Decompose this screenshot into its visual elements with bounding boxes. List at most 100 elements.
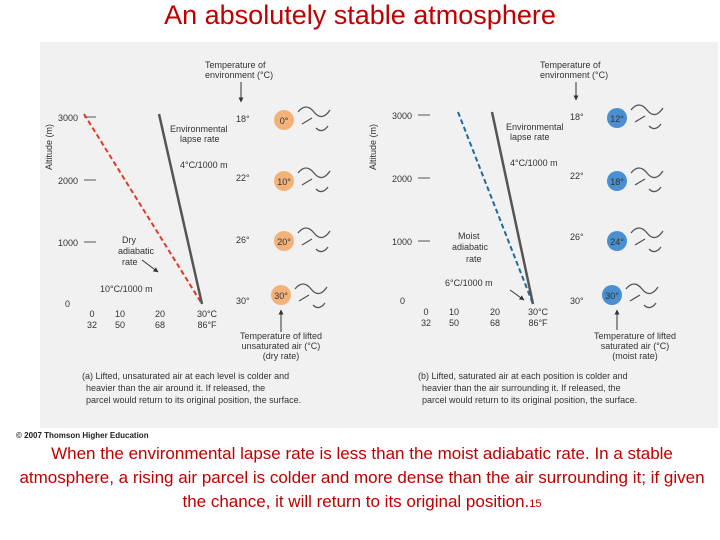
panel-a-xtick-c: 20 [155,309,165,319]
panel-b-xtick-f: 32 [421,318,431,328]
panel-a-rate-label: Dry [122,235,136,245]
panel-b-air-parcel [602,285,622,305]
panel-b-env-temp: 22° [570,171,584,181]
panel-a: Altitude (m) 3000 2000 1000 0 0 10 20 30… [44,60,331,405]
panel-a-ytick-label: 3000 [58,113,78,123]
panel-a-dry-adiabatic-line [83,113,203,305]
panel-a-air-parcel [274,171,294,191]
slide-caption: When the environmental lapse rate is les… [14,442,710,516]
panel-b-env-rate-label: lapse rate [510,132,550,142]
panel-a-wind-swirl-icon [297,227,331,253]
caption-text: When the environmental lapse rate is les… [19,444,705,511]
panel-a-env-temp: 26° [236,235,250,245]
panel-b-ylabel: Altitude (m) [368,124,378,170]
panel-a-env-rate-label: lapse rate [180,134,220,144]
panel-b-wind-swirl-icon [630,104,664,130]
panel-b-env-label: environment (°C) [540,70,608,80]
panel-b-ytick-label: 1000 [392,237,412,247]
page-number: 15 [529,498,542,510]
panel-b-air-parcel [607,108,627,128]
panel-a-rate-label: adiabatic [118,246,155,256]
panel-b-note: parcel would return to its original posi… [422,395,637,405]
panel-b-bottom-label: saturated air (°C) [601,341,670,351]
panel-b-bottom-label: (moist rate) [612,351,658,361]
panel-a-env-label: environment (°C) [205,70,273,80]
panel-b-wind-swirl-icon [630,227,664,253]
panel-a-ytick-label: 1000 [58,238,78,248]
panel-a-xtick-f: 32 [87,320,97,330]
panel-a-xtick-f: 68 [155,320,165,330]
panel-a-rate-arrow [141,259,159,273]
panel-b-xtick-f: 86°F [528,318,548,328]
panel-a-ylabel: Altitude (m) [44,124,54,170]
panel-b-parcel-temp: 12° [610,114,624,124]
panel-a-air-parcel [274,231,294,251]
panel-a-note: parcel would return to its original posi… [86,395,301,405]
panel-a-env-rate-label: Environmental [170,124,228,134]
panel-a-bottom-label: (dry rate) [263,351,300,361]
panel-b-wind-swirl-icon [630,167,664,193]
stability-figure: Altitude (m) 3000 2000 1000 0 0 10 20 30… [40,42,718,428]
panel-b-note: heavier than the air surrounding it. If … [422,383,621,393]
panel-a-wind-swirl-icon [297,106,331,132]
panel-b-rate-label: adiabatic [452,242,489,252]
panel-a-env-label: Temperature of [205,60,266,70]
panel-b: Altitude (m) 3000 2000 1000 0 0 10 20 30… [368,60,676,405]
panel-b-rate-label: rate [466,254,482,264]
panel-b-ytick-label: 3000 [392,111,412,121]
copyright-notice: © 2007 Thomson Higher Education [16,431,149,440]
panel-b-xtick-c: 10 [449,307,459,317]
panel-b-parcel-temp: 18° [610,177,624,187]
panel-a-ytick-label: 0 [65,299,70,309]
panel-b-env-rate-value: 4°C/1000 m [510,158,558,168]
panel-b-bottom-label: Temperature of lifted [594,331,676,341]
panel-a-parcel-temp: 10° [277,177,291,187]
panel-a-xtick-c: 10 [115,309,125,319]
panel-a-wind-swirl-icon [297,167,331,193]
panel-a-env-temp: 18° [236,114,250,124]
panel-b-air-parcel [607,231,627,251]
panel-a-bottom-label: unsaturated air (°C) [242,341,321,351]
panel-a-xtick-f: 50 [115,320,125,330]
stability-diagram: Altitude (m) 3000 2000 1000 0 0 10 20 30… [44,60,676,405]
panel-a-rate-value: 10°C/1000 m [100,284,153,294]
panel-b-xtick-f: 68 [490,318,500,328]
panel-a-env-temp: 22° [236,173,250,183]
panel-a-rate-label: rate [122,257,138,267]
panel-b-moist-adiabatic-line [457,111,534,305]
panel-b-air-parcel [607,171,627,191]
panel-b-ytick-label: 2000 [392,174,412,184]
panel-b-note: (b) Lifted, saturated air at each positi… [418,371,628,381]
slide-title: An absolutely stable atmosphere [164,0,556,30]
panel-b-environmental-lapse-line [490,111,535,305]
panel-b-wind-swirl-icon [625,283,659,309]
panel-b-parcel-temp: 24° [610,237,624,247]
panel-a-air-parcel [271,285,291,305]
panel-b-env-temp: 26° [570,232,584,242]
panel-a-air-parcel [274,110,294,130]
panel-b-xtick-c: 0 [423,307,428,317]
panel-b-xtick-c: 20 [490,307,500,317]
panel-b-env-label: Temperature of [540,60,601,70]
panel-b-xtick-f: 50 [449,318,459,328]
panel-a-parcel-temp: 20° [277,237,291,247]
panel-a-bottom-label: Temperature of lifted [240,331,322,341]
panel-b-xtick-c: 30°C [528,307,549,317]
panel-a-xtick-c: 30°C [197,309,218,319]
panel-a-xtick-f: 86°F [197,320,217,330]
panel-a-environmental-lapse-line [157,113,204,305]
panel-b-rate-label: Moist [458,231,480,241]
panel-a-ytick-label: 2000 [58,176,78,186]
panel-b-rate-value: 6°C/1000 m [445,278,493,288]
panel-a-parcel-temp: 30° [274,291,288,301]
panel-b-env-temp: 18° [570,112,584,122]
panel-a-parcel-temp: 0° [280,116,289,126]
panel-b-env-temp: 30° [570,296,584,306]
panel-a-note: heavier than the air around it. If relea… [86,383,265,393]
panel-a-xtick-c: 0 [89,309,94,319]
panel-b-ytick-label: 0 [400,296,405,306]
panel-a-wind-swirl-icon [294,283,328,309]
panel-a-note: (a) Lifted, unsaturated air at each leve… [82,371,289,381]
panel-b-rate-arrow [509,289,525,301]
panel-b-parcel-temp: 30° [605,291,619,301]
